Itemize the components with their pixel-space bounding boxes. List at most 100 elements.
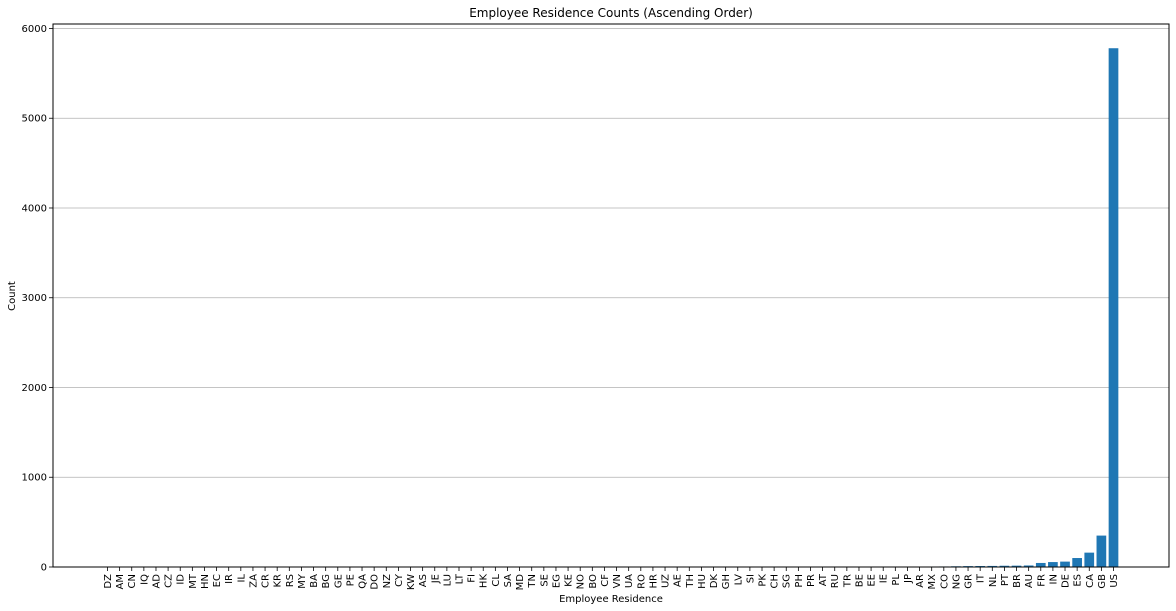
- x-tick-label: KW: [406, 574, 417, 590]
- x-tick-label: AR: [915, 574, 926, 588]
- x-tick-label: EG: [551, 574, 562, 588]
- x-tick-label: LV: [733, 574, 744, 585]
- bar-gb: [1096, 535, 1107, 567]
- x-tick-label: HN: [200, 574, 211, 589]
- x-tick-label: PR: [806, 574, 817, 587]
- x-tick-label: MT: [188, 573, 199, 589]
- x-tick-label: PT: [1000, 573, 1011, 586]
- x-tick-label: ES: [1073, 574, 1084, 587]
- x-tick-label: DZ: [103, 574, 114, 589]
- x-tick-label: GH: [721, 574, 732, 589]
- x-tick-label: TR: [842, 574, 853, 588]
- x-tick-label: CN: [127, 574, 138, 588]
- x-tick-label: LU: [442, 574, 453, 586]
- x-tick-label: PE: [345, 574, 356, 586]
- x-tick-label: KE: [564, 574, 575, 587]
- chart-title: Employee Residence Counts (Ascending Ord…: [469, 6, 753, 20]
- y-tick-label: 2000: [22, 383, 47, 394]
- plot-frame: [52, 23, 1170, 568]
- x-tick-label: LT: [454, 573, 465, 584]
- x-tick-label: HU: [697, 574, 708, 589]
- x-tick-label: BE: [854, 574, 865, 587]
- x-tick-label: GE: [333, 574, 344, 588]
- y-tick-label: 0: [41, 563, 47, 574]
- x-tick-label: IT: [976, 573, 987, 583]
- x-tick-label: CF: [600, 574, 611, 587]
- x-tick-label: TN: [527, 574, 538, 589]
- x-tick-label: CZ: [164, 574, 175, 588]
- x-tick-label: IE: [879, 574, 890, 583]
- x-tick-label: VN: [612, 574, 623, 588]
- x-tick-label: UA: [624, 574, 635, 588]
- bar-au: [1023, 565, 1034, 567]
- x-tick-label: CH: [770, 574, 781, 589]
- x-tick-label: GR: [964, 574, 975, 589]
- x-tick-label: CO: [939, 574, 950, 589]
- x-tick-label: NL: [988, 574, 999, 587]
- x-tick-label: CR: [261, 574, 272, 588]
- x-tick-label: IN: [1048, 574, 1059, 584]
- y-axis-label: Count: [7, 281, 18, 311]
- x-tick-label: MD: [515, 574, 526, 591]
- y-tick-label: 5000: [22, 114, 47, 125]
- x-tick-label: CY: [394, 573, 405, 587]
- x-tick-label: PK: [758, 574, 769, 587]
- bars: [102, 48, 1119, 568]
- x-tick-label: SI: [745, 574, 756, 583]
- y-tick-label: 6000: [22, 24, 47, 35]
- x-tick-label: IQ: [139, 574, 150, 585]
- x-tick-label: IR: [224, 574, 235, 584]
- x-tick-label: AU: [1024, 574, 1035, 588]
- x-tick-label: AS: [418, 574, 429, 587]
- x-tick-label: GB: [1097, 574, 1108, 589]
- x-tick-label: ID: [176, 574, 187, 585]
- x-tick-label: DO: [370, 574, 381, 590]
- x-tick-label: BR: [1012, 574, 1023, 588]
- x-tick-label: FR: [1036, 574, 1047, 587]
- x-tick-label: RS: [285, 574, 296, 587]
- x-tick-label: AT: [818, 573, 829, 586]
- x-tick-label: NZ: [382, 574, 393, 588]
- bar-us: [1108, 48, 1119, 568]
- x-tick-label: RU: [830, 574, 841, 588]
- y-gridlines: [53, 28, 1169, 478]
- x-tick-label: NO: [576, 574, 587, 589]
- x-tick-label: ZA: [248, 574, 259, 588]
- x-tick-label: BA: [309, 574, 320, 588]
- x-tick-label: EE: [867, 574, 878, 587]
- x-tick-label: MX: [927, 574, 938, 590]
- x-tick-label: PH: [794, 574, 805, 588]
- x-tick-label: HK: [479, 574, 490, 589]
- y-axis-ticks: 0 1000 2000 3000 4000 5000 6000: [22, 24, 53, 574]
- x-tick-label: JP: [903, 574, 914, 584]
- bar-pt: [999, 565, 1010, 567]
- y-tick-label: 1000: [22, 473, 47, 484]
- x-tick-label: SA: [503, 574, 514, 588]
- x-tick-label: AM: [115, 574, 126, 589]
- bar-br: [1011, 565, 1022, 567]
- x-tick-label: JE: [430, 574, 441, 584]
- bar-es: [1072, 558, 1082, 567]
- bar-fr: [1035, 562, 1046, 567]
- x-tick-label: IL: [236, 574, 247, 583]
- bar-ca: [1084, 552, 1095, 567]
- x-tick-label: CA: [1085, 574, 1096, 588]
- x-tick-label: QA: [358, 574, 369, 589]
- x-tick-label: KR: [273, 574, 284, 588]
- x-tick-label: HR: [648, 574, 659, 589]
- x-tick-label: TH: [685, 574, 696, 589]
- x-tick-label: AE: [673, 574, 684, 587]
- x-tick-label: DK: [709, 574, 720, 589]
- x-tick-label: PL: [891, 574, 902, 586]
- x-tick-label: BO: [588, 574, 599, 589]
- x-axis-ticks: DZ AM CN IQ AD CZ ID MT HN EC IR IL ZA CR KR RS MY BA BG GE…: [103, 567, 1120, 590]
- x-tick-label: BG: [321, 574, 332, 588]
- x-axis-label: Employee Residence: [559, 594, 663, 605]
- x-tick-label: SG: [782, 574, 793, 588]
- x-tick-label: US: [1109, 574, 1120, 588]
- y-tick-label: 4000: [22, 203, 47, 214]
- y-tick-label: 3000: [22, 293, 47, 304]
- x-tick-label: AD: [151, 574, 162, 589]
- x-tick-label: RO: [636, 574, 647, 589]
